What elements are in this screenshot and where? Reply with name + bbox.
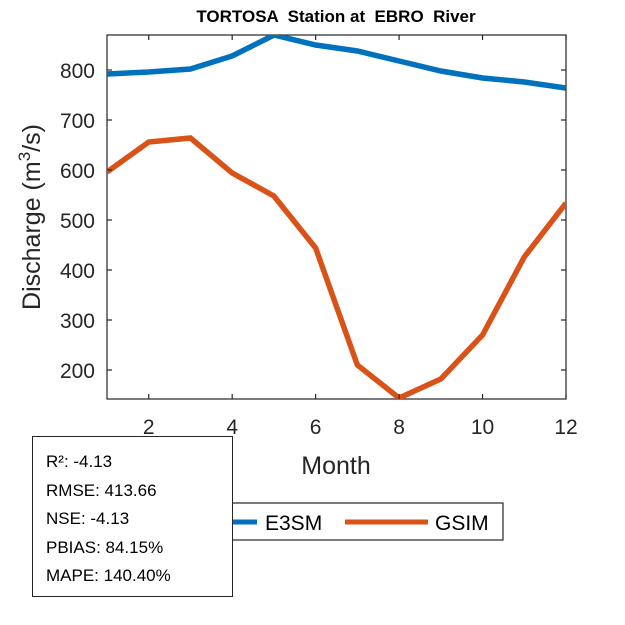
tick-layer: 2 4 6 8 10 12 200 300 400 500 600 700 800 — [60, 35, 578, 439]
x-tick-label: 2 — [143, 416, 155, 439]
series-layer — [107, 35, 566, 399]
series-line-e3sm — [107, 35, 566, 91]
legend-label-e3sm: E3SM — [265, 512, 322, 535]
y-axis-label-tail: /s) — [18, 124, 46, 152]
axes-box — [106, 34, 567, 400]
stat-r2: R²: -4.13 — [46, 452, 113, 471]
y-tick-label: 300 — [60, 310, 95, 333]
legend-label-gsim: GSIM — [435, 512, 489, 535]
stats-box: R²: -4.13 RMSE: 413.66 NSE: -4.13 PBIAS:… — [32, 436, 233, 597]
x-tick-label: 8 — [393, 416, 405, 439]
x-tick-label: 12 — [554, 416, 577, 439]
stat-nse: NSE: -4.13 — [46, 509, 130, 528]
y-tick-label: 600 — [60, 160, 95, 183]
y-axis-label-sup: 3 — [15, 152, 34, 161]
legend: E3SM GSIM — [214, 502, 504, 541]
x-axis-label: Month — [301, 452, 370, 480]
stat-pbias: PBIAS: 84.15% — [46, 537, 164, 557]
series-line-gsim — [107, 135, 566, 399]
chart-title: TORTOSA Station at EBRO River — [196, 7, 476, 26]
y-tick-label: 500 — [60, 210, 95, 233]
y-tick-label: 400 — [60, 260, 95, 283]
y-axis-label: Discharge (m3/s) — [15, 124, 46, 310]
y-axis-label-main: Discharge (m — [18, 161, 46, 310]
x-tick-label: 10 — [471, 416, 494, 439]
y-tick-label: 700 — [60, 110, 95, 133]
stat-rmse: RMSE: 413.66 — [46, 480, 157, 500]
plot-area: 2 4 6 8 10 12 200 300 400 500 600 700 800 — [60, 34, 578, 439]
y-tick-label: 800 — [60, 60, 95, 83]
y-tick-label: 200 — [60, 360, 95, 383]
x-tick-label: 4 — [226, 416, 238, 439]
stat-mape: MAPE: 140.40% — [46, 566, 171, 585]
x-tick-label: 6 — [310, 416, 322, 439]
